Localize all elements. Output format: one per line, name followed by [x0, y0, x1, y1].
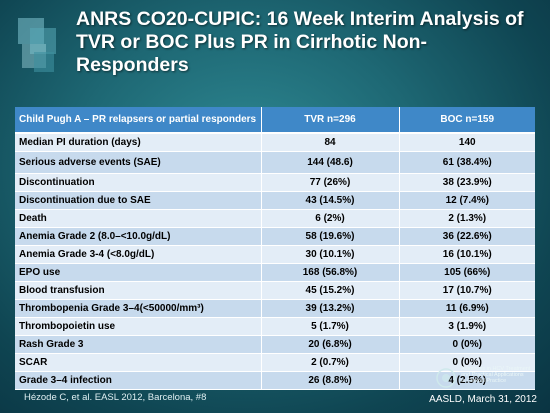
boc-value: 12 (7.4%) [399, 191, 535, 210]
table-row: Discontinuation 77 (26%) 38 (23.9%) [15, 173, 535, 192]
boc-value: 4 (2.5%) [399, 371, 535, 390]
row-label: Anemia Grade 3-4 (<8.0g/dL) [15, 245, 262, 264]
citation: Hézode C, et al. EASL 2012, Barcelona, #… [24, 392, 207, 403]
tvr-value: 26 (8.8%) [261, 371, 400, 390]
boc-value: 105 (66%) [399, 263, 535, 282]
table-row: Anemia Grade 2 (8.0–<10.0g/dL) 58 (19.6%… [15, 227, 535, 246]
row-label: SCAR [15, 353, 262, 372]
boc-value: 140 [399, 133, 535, 152]
row-label: EPO use [15, 263, 262, 282]
tvr-value: 45 (15.2%) [261, 281, 400, 300]
conference-badge-icon [436, 368, 456, 388]
row-label: Median PI duration (days) [15, 133, 262, 152]
row-label: Death [15, 209, 262, 228]
table-row: Median PI duration (days) 84 140 [15, 133, 535, 152]
tvr-value: 144 (48.6) [261, 151, 400, 174]
row-label: Anemia Grade 2 (8.0–<10.0g/dL) [15, 227, 262, 246]
row-label: Serious adverse events (SAE) [15, 151, 262, 174]
row-label: Discontinuation [15, 173, 262, 192]
tvr-value: 39 (13.2%) [261, 299, 400, 318]
header-tvr: TVR n=296 [261, 107, 400, 134]
tvr-value: 30 (10.1%) [261, 245, 400, 264]
conference-line: to Clinical Practice [461, 378, 507, 384]
table-row: Thrombopenia Grade 3–4(<50000/mm³) 39 (1… [15, 299, 535, 318]
slide-title: ANRS CO20-CUPIC: 16 Week Interim Analysi… [76, 8, 524, 76]
boc-value: 2 (1.3%) [399, 209, 535, 228]
boc-value: 17 (10.7%) [399, 281, 535, 300]
tvr-value: 43 (14.5%) [261, 191, 400, 210]
conference-branding: Advances in HCV Treatment and Practical … [425, 365, 537, 405]
table-row: Serious adverse events (SAE) 144 (48.6) … [15, 151, 535, 174]
table-row: Blood transfusion 45 (15.2%) 17 (10.7%) [15, 281, 535, 300]
table-row: Discontinuation due to SAE 43 (14.5%) 12… [15, 191, 535, 210]
stacked-squares-logo-icon [18, 18, 56, 72]
boc-value: 11 (6.9%) [399, 299, 535, 318]
table-row: Thrombopoietin use 5 (1.7%) 3 (1.9%) [15, 317, 535, 336]
conference-line: and Practical Applications [461, 372, 524, 378]
row-label: Blood transfusion [15, 281, 262, 300]
table-row: Rash Grade 3 20 (6.8%) 0 (0%) [15, 335, 535, 354]
row-label: Thrombopoietin use [15, 317, 262, 336]
header-population: Child Pugh A – PR relapsers or partial r… [15, 107, 262, 134]
boc-value: 0 (0%) [399, 335, 535, 354]
conference-date: AASLD, March 31, 2012 [429, 394, 537, 405]
tvr-value: 58 (19.6%) [261, 227, 400, 246]
conference-line: Advances in HCV Treatment [461, 366, 531, 372]
tvr-value: 84 [261, 133, 400, 152]
row-label: Thrombopenia Grade 3–4(<50000/mm³) [15, 299, 262, 318]
table-row: Anemia Grade 3-4 (<8.0g/dL) 30 (10.1%) 1… [15, 245, 535, 264]
boc-value: 36 (22.6%) [399, 227, 535, 246]
header-boc: BOC n=159 [399, 107, 535, 134]
row-label: Rash Grade 3 [15, 335, 262, 354]
conference-name: Advances in HCV Treatment and Practical … [461, 366, 537, 384]
tvr-value: 20 (6.8%) [261, 335, 400, 354]
boc-value: 61 (38.4%) [399, 151, 535, 174]
table-row: EPO use 168 (56.8%) 105 (66%) [15, 263, 535, 282]
tvr-value: 77 (26%) [261, 173, 400, 192]
row-label: Discontinuation due to SAE [15, 191, 262, 210]
table-row: Death 6 (2%) 2 (1.3%) [15, 209, 535, 228]
tvr-value: 168 (56.8%) [261, 263, 400, 282]
boc-value: 3 (1.9%) [399, 317, 535, 336]
tvr-value: 2 (0.7%) [261, 353, 400, 372]
tvr-value: 5 (1.7%) [261, 317, 400, 336]
boc-value: 0 (0%) [399, 353, 535, 372]
boc-value: 38 (23.9%) [399, 173, 535, 192]
boc-value: 16 (10.1%) [399, 245, 535, 264]
table-row: Grade 3–4 infection 26 (8.8%) 4 (2.5%) [15, 371, 535, 390]
row-label: Grade 3–4 infection [15, 371, 262, 390]
adverse-events-table: Child Pugh A – PR relapsers or partial r… [15, 107, 535, 390]
table-row: SCAR 2 (0.7%) 0 (0%) [15, 353, 535, 372]
data-table: Child Pugh A – PR relapsers or partial r… [15, 107, 535, 390]
tvr-value: 6 (2%) [261, 209, 400, 228]
table-header-row: Child Pugh A – PR relapsers or partial r… [15, 107, 535, 134]
